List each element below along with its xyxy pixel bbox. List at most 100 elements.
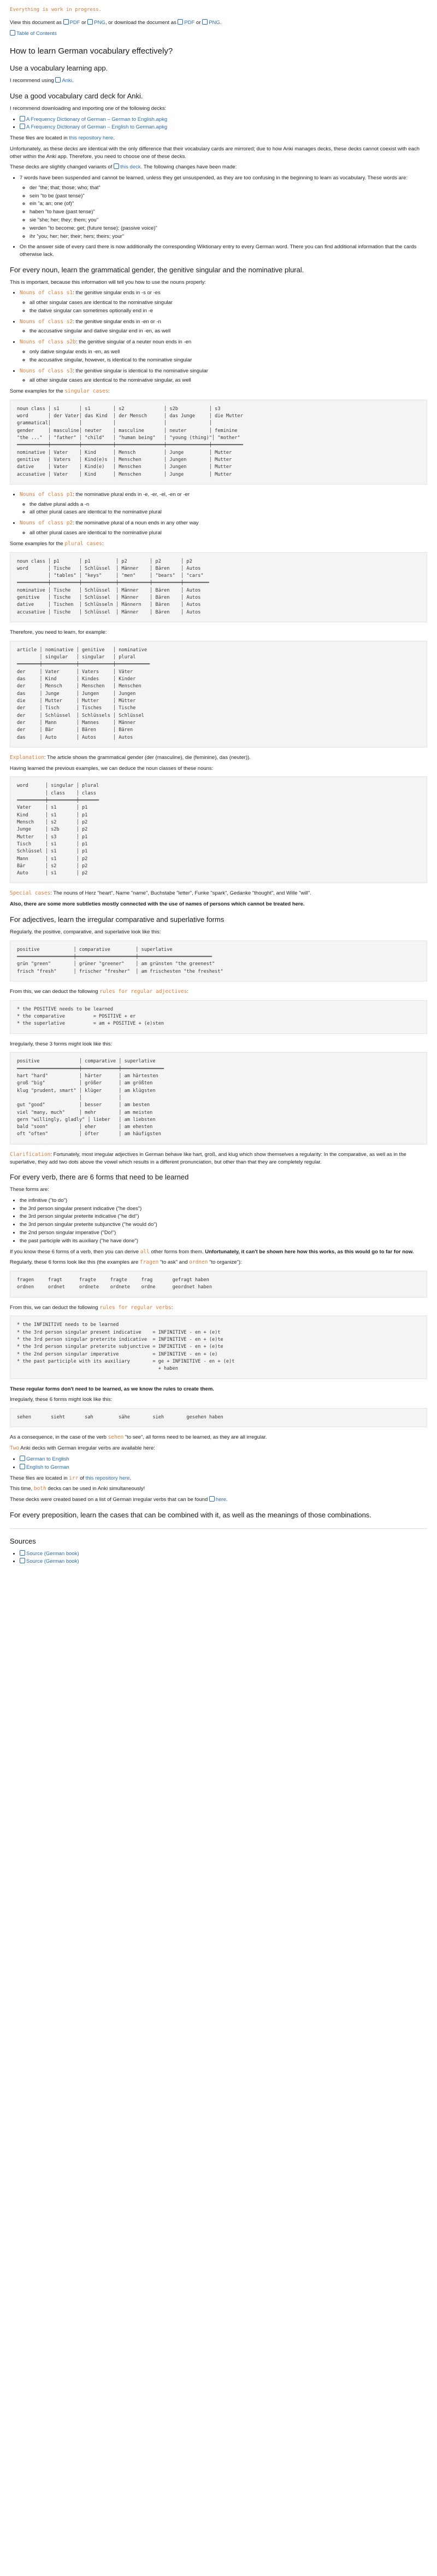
page-title: How to learn German vocabulary effective… (10, 46, 173, 56)
list-item: the dative singular can sometimes option… (29, 307, 427, 315)
irregular-verb-decks: German to English English to German (10, 1455, 427, 1471)
list-item: the 3rd person singular present indicati… (20, 1205, 427, 1213)
paragraph: This time, both decks can be used in Ank… (10, 1486, 145, 1492)
list-item: German to English (20, 1455, 427, 1463)
source-link[interactable]: Source (German book) (26, 1558, 79, 1565)
anki-link[interactable]: Anki (62, 78, 72, 84)
section-heading-adjectives: For adjectives, learn the irregular comp… (10, 915, 225, 924)
suspended-words: der "the; that; those; who; that" sein "… (20, 184, 427, 240)
document: Everything is work in progress. View thi… (0, 0, 437, 1566)
list-item: Nouns of class s2b: the genitive singula… (20, 338, 427, 364)
list-item: only dative singular ends in -en, as wel… (29, 348, 427, 356)
adjective-irregular-table: positive │ comparative │ superlative ═══… (10, 1052, 427, 1144)
link-icon (55, 77, 61, 83)
view-png-link[interactable]: PNG (94, 20, 105, 26)
list-item: ein "a; an; one (of)" (29, 200, 427, 208)
progress-note: Everything is work in progress. (10, 7, 102, 13)
link-icon (209, 1496, 215, 1502)
paragraph: From this, we can deduct the following r… (10, 1304, 173, 1311)
sources-list: Source (German book) Source (German book… (10, 1550, 427, 1566)
verb-irregular-table: sehen sieht sah sähe sieh gesehen haben (10, 1408, 427, 1428)
paragraph: These files are located in irr of this r… (10, 1475, 132, 1481)
divider (10, 1528, 427, 1529)
changes-list: 7 words have been suspended and cannot b… (10, 174, 427, 259)
paragraph: Clarification: Fortunately, most irregul… (10, 1151, 406, 1165)
paragraph: These regular forms don't need to be lea… (10, 1386, 214, 1392)
toc-link[interactable]: Table of Contents (16, 30, 57, 37)
list-item: 7 words have been suspended and cannot b… (20, 174, 427, 240)
section-heading-app: Use a vocabulary learning app. (10, 64, 108, 73)
link-icon (20, 115, 25, 121)
list-item: all other singular cases are identical t… (29, 299, 427, 307)
list-item: Source (German book) (20, 1558, 427, 1566)
section-heading-deck: Use a good vocabulary card deck for Anki… (10, 91, 143, 100)
list-item: Nouns of class p1: the nominative plural… (20, 491, 427, 516)
png-icon (202, 19, 208, 25)
list-item: Nouns of class s3: the genitive singular… (20, 367, 427, 385)
list-item: all other plural cases are identical to … (29, 509, 427, 516)
paragraph: Some examples for the singular cases: (10, 388, 110, 395)
deck-link[interactable]: A Frequency Dictionary of German – Germa… (26, 116, 168, 122)
list-item: werden "to become; get; (future tense); … (29, 225, 427, 232)
paragraph: Having learned the previous examples, we… (10, 765, 214, 772)
list-item: A Frequency Dictionary of German – Germa… (20, 115, 427, 124)
source-link[interactable]: Source (German book) (26, 1550, 79, 1557)
list-item: haben "to have (past tense)" (29, 208, 427, 216)
list-item: all other singular cases are identical t… (29, 377, 427, 384)
repository-link[interactable]: this repository here (69, 135, 114, 142)
paragraph: Also, there are some more subtleties mos… (10, 901, 305, 908)
deck-link[interactable]: English to German (26, 1464, 69, 1470)
paragraph: If you know these 6 forms of a verb, the… (10, 1248, 414, 1255)
verb-list-link[interactable]: here (215, 1497, 226, 1503)
paragraph: Regularly, these 6 forms look like this … (10, 1259, 242, 1266)
pdf-icon (178, 19, 184, 25)
paragraph: Special cases: The nouns of Herz "heart"… (10, 890, 311, 897)
pdf-icon (63, 19, 69, 25)
source-deck-link[interactable]: this deck (120, 164, 141, 171)
plural-rules: Nouns of class p1: the nominative plural… (10, 491, 427, 537)
deck-link[interactable]: A Frequency Dictionary of German – Engli… (26, 124, 168, 131)
list-item: Nouns of class s1: the genitive singular… (20, 289, 427, 314)
learn-table: article │ nominative │ genitive │ nomina… (10, 640, 427, 747)
list-item: ihr "you; her; her; their; hers; theirs;… (29, 233, 427, 241)
list-item: A Frequency Dictionary of German – Engli… (20, 124, 427, 131)
paragraph: Therefore, you need to learn, for exampl… (10, 629, 107, 636)
paragraph: This is important, because this informat… (10, 279, 206, 285)
paragraph: Some examples for the plural cases: (10, 540, 104, 547)
paragraph: Irregularly, these 3 forms might look li… (10, 1041, 113, 1047)
section-heading-nouns: For every noun, learn the grammatical ge… (10, 265, 304, 274)
paragraph: These decks are slightly changed variant… (10, 163, 237, 171)
link-icon (20, 1550, 25, 1556)
list-item: all other plural cases are identical to … (29, 529, 427, 537)
deck-list: A Frequency Dictionary of German – Germa… (10, 115, 427, 132)
plural-cases-table: noun class │ p1 │ p1 │ p2 │ p2 │ p2 word… (10, 552, 427, 623)
download-png-link[interactable]: PNG (209, 20, 220, 26)
paragraph: These forms are: (10, 1187, 49, 1193)
download-pdf-link[interactable]: PDF (184, 20, 195, 26)
paragraph: From this, we can deduct the following r… (10, 988, 189, 995)
paragraph: Regularly, the positive, comparative, an… (10, 928, 161, 935)
list-item: der "the; that; those; who; that" (29, 184, 427, 192)
paragraph: Irregularly, these 6 forms might look li… (10, 1397, 113, 1403)
toc: Table of Contents (10, 30, 427, 38)
link-icon (20, 1558, 25, 1564)
paragraph: I recommend using Anki. (10, 77, 74, 84)
link-icon (20, 1455, 25, 1461)
list-item: sie "she; her; they; them; you" (29, 217, 427, 224)
link-icon (10, 30, 15, 36)
verb-regular-table: fragen fragt fragte fragte frag gefragt … (10, 1271, 427, 1298)
noun-class-table: word │ singular │ plural │ class │ class… (10, 776, 427, 884)
section-heading-prepositions: For every preposition, learn the cases t… (10, 1510, 371, 1519)
deck-link[interactable]: German to English (26, 1456, 69, 1462)
list-item: Source (German book) (20, 1550, 427, 1558)
section-heading-verbs: For every verb, there are 6 forms that n… (10, 1173, 189, 1182)
list-item: English to German (20, 1463, 427, 1471)
repository-link[interactable]: this repository here (85, 1475, 130, 1481)
paragraph: These files are located in this reposito… (10, 135, 115, 142)
adjective-regular-table: positive │ comparative │ superlative ═══… (10, 940, 427, 982)
list-item: the accusative singular and dative singu… (29, 328, 427, 335)
list-item: the 3rd person singular preterite subjun… (20, 1221, 427, 1229)
verb-forms: the infinitive ("to do") the 3rd person … (10, 1197, 427, 1245)
view-pdf-link[interactable]: PDF (69, 20, 80, 26)
list-item: the 2nd person singular imperative ("Do!… (20, 1229, 427, 1237)
